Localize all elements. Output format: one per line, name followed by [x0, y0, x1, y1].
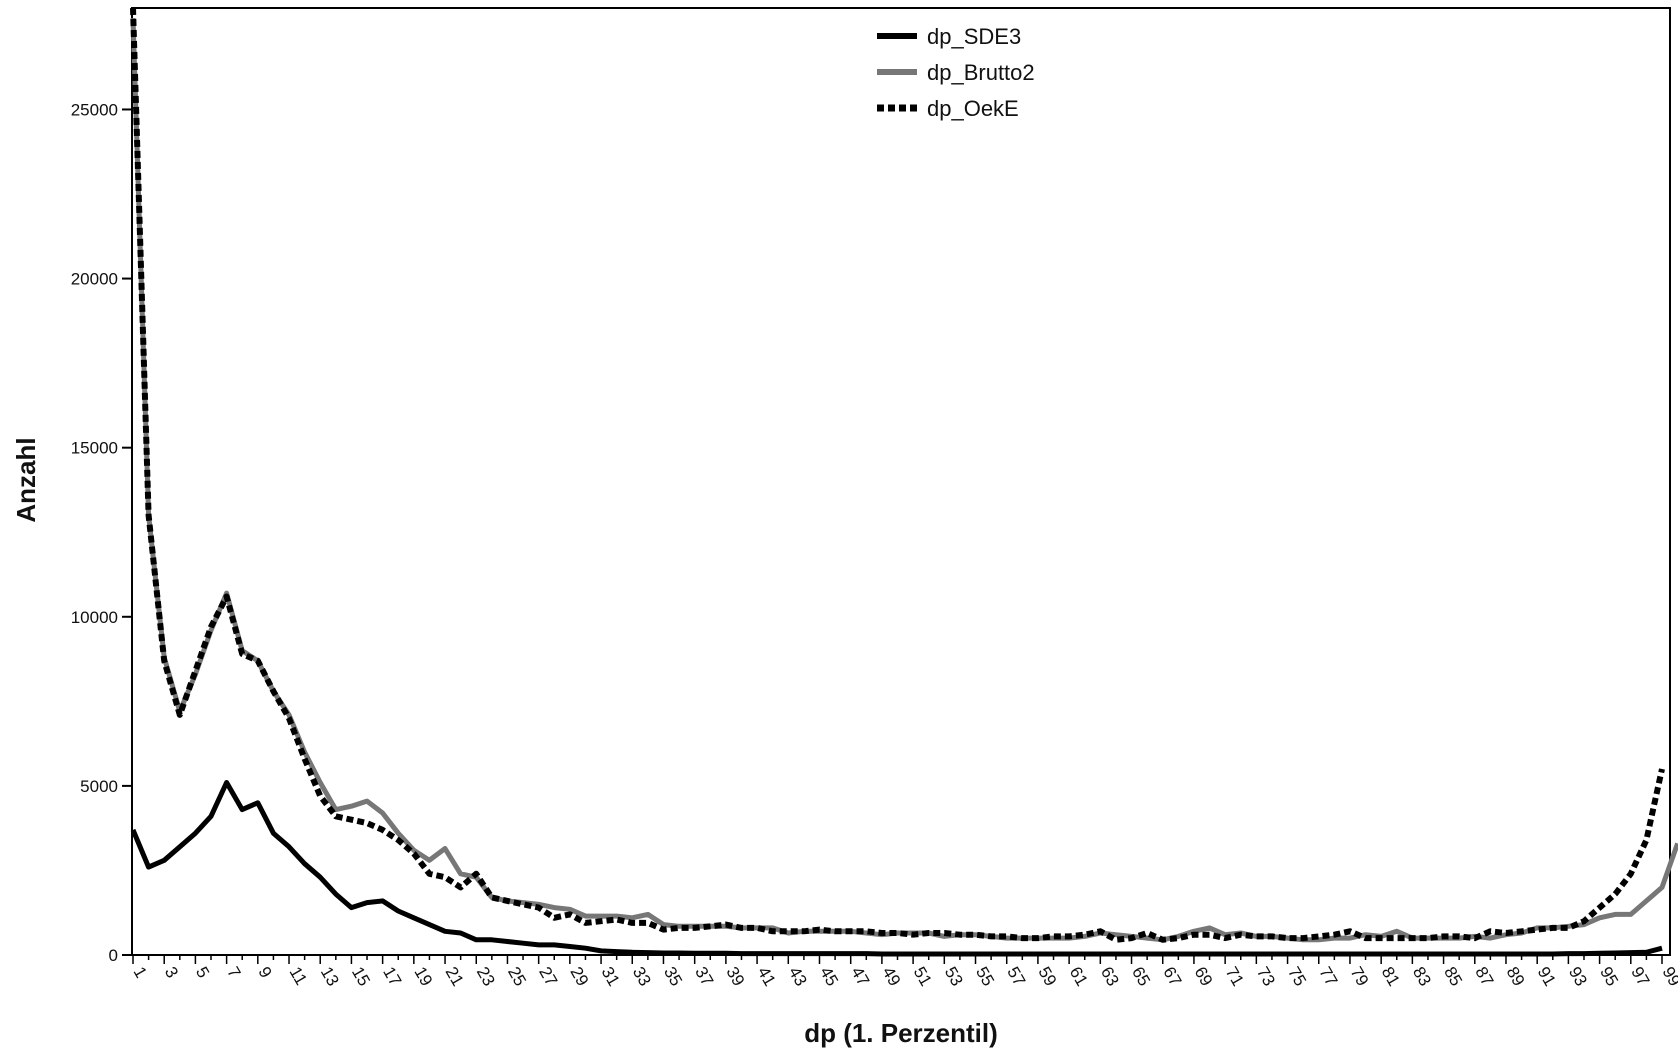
x-tick-label: 43 — [785, 964, 811, 990]
series-line-dp-brutto2 — [130, 18, 1678, 943]
y-tick-label: 15000 — [71, 439, 118, 458]
x-tick-label: 89 — [1503, 964, 1529, 990]
plot-frame — [131, 7, 1671, 956]
legend-label: dp_SDE3 — [927, 24, 1021, 49]
y-axis-title: Anzahl — [11, 437, 41, 522]
x-tick-label: 67 — [1159, 964, 1185, 990]
x-tick-label: 99 — [1659, 964, 1678, 990]
x-tick-label: 83 — [1409, 964, 1435, 990]
y-tick-label: 10000 — [71, 608, 118, 627]
x-tick-label: 97 — [1627, 964, 1653, 990]
legend: dp_SDE3 dp_Brutto2 dp_OekE — [877, 24, 1035, 121]
x-tick-label: 35 — [660, 964, 686, 990]
x-tick-label: 63 — [1097, 964, 1123, 990]
x-tick-label: 81 — [1378, 964, 1404, 990]
x-tick-label: 37 — [691, 964, 717, 990]
x-tick-label: 93 — [1565, 964, 1591, 990]
y-tick-label: 25000 — [71, 100, 118, 119]
x-tick-label: 51 — [910, 964, 936, 990]
x-tick-label: 17 — [379, 964, 405, 990]
x-tick-label: 85 — [1440, 964, 1466, 990]
x-tick-label: 87 — [1471, 964, 1497, 990]
x-tick-label: 73 — [1253, 964, 1279, 990]
x-tick-label: 39 — [722, 964, 748, 990]
y-tick-label: 0 — [109, 946, 118, 965]
x-tick-label: 77 — [1315, 964, 1341, 990]
x-tick-label: 41 — [754, 964, 780, 990]
x-tick-label: 61 — [1066, 964, 1092, 990]
x-tick-label: 75 — [1284, 964, 1310, 990]
series-lines — [130, 7, 1678, 957]
x-tick-label: 47 — [847, 964, 873, 990]
y-tick-label: 20000 — [71, 270, 118, 289]
x-tick-label: 13 — [317, 964, 343, 990]
x-tick-label: 21 — [442, 964, 468, 990]
x-tick-label: 25 — [504, 964, 530, 990]
x-tick-label: 3 — [161, 964, 182, 982]
legend-label: dp_OekE — [927, 96, 1019, 121]
x-tick-label: 79 — [1346, 964, 1372, 990]
series-line-dp-sde3 — [130, 780, 1663, 957]
x-tick-label: 55 — [972, 964, 998, 990]
x-tick-label: 1 — [130, 964, 151, 982]
x-tick-label: 27 — [535, 964, 561, 990]
series-line-dp-oeke — [130, 7, 1665, 943]
x-tick-label: 95 — [1596, 964, 1622, 990]
x-tick-label: 19 — [410, 964, 436, 990]
x-tick-label: 11 — [286, 964, 311, 989]
x-tick-label: 45 — [816, 964, 842, 990]
x-axis: 1 3 5 7 9 11 13 15 17 19 21 23 25 27 29 31 33 35 37 39 41 43 4… — [130, 955, 1678, 989]
x-tick-label: 23 — [473, 964, 499, 990]
x-tick-label: 29 — [566, 964, 592, 990]
x-tick-label: 65 — [1128, 964, 1154, 990]
x-tick-label: 91 — [1534, 964, 1560, 990]
x-tick-label: 7 — [223, 964, 244, 982]
x-tick-label: 49 — [878, 964, 904, 990]
x-tick-label: 59 — [1034, 964, 1060, 990]
x-tick-label: 31 — [598, 964, 624, 990]
x-tick-label: 9 — [254, 964, 275, 982]
x-tick-label: 71 — [1222, 964, 1248, 990]
y-axis: 0 5000 10000 15000 20000 25000 — [71, 100, 132, 965]
x-tick-label: 33 — [629, 964, 655, 990]
legend-label: dp_Brutto2 — [927, 60, 1035, 85]
x-tick-label: 53 — [941, 964, 967, 990]
x-tick-label: 57 — [1003, 964, 1029, 990]
x-tick-label: 5 — [192, 964, 213, 982]
y-tick-label: 5000 — [80, 777, 118, 796]
x-tick-label: 15 — [348, 964, 374, 990]
x-axis-title: dp (1. Perzentil) — [804, 1018, 998, 1048]
x-tick-label: 69 — [1190, 964, 1216, 990]
